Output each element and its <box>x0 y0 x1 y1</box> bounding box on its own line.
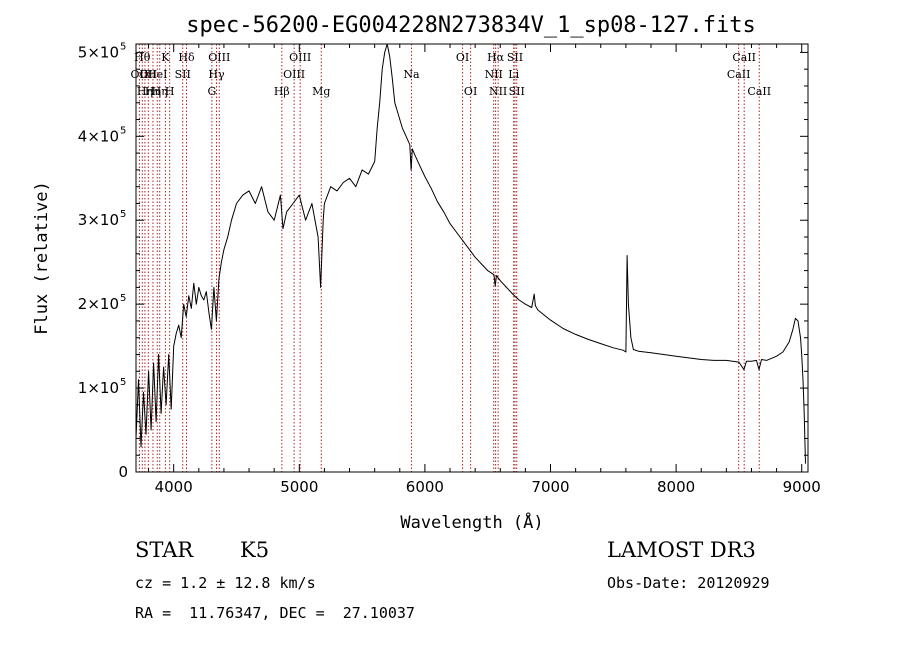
y-tick-exponent: 5 <box>120 125 126 136</box>
radec-text: RA = 11.76347, DEC = 27.10037 <box>135 604 415 622</box>
line-label: OIII <box>208 51 230 64</box>
line-label: OIII <box>289 51 311 64</box>
line-label: Li <box>508 68 519 81</box>
line-label: NII <box>485 68 503 81</box>
y-tick-exponent: 5 <box>120 209 126 220</box>
x-tick-label: 8000 <box>657 478 695 496</box>
x-tick-label: 9000 <box>783 478 821 496</box>
x-tick-label: 5000 <box>280 478 318 496</box>
obs-date: Obs-Date: 20120929 <box>607 574 770 592</box>
line-label: Hδ <box>178 51 195 64</box>
line-label: SII <box>509 85 525 98</box>
plot-frame <box>135 43 809 473</box>
y-tick-exponent: 5 <box>120 377 126 388</box>
x-tick-label: 6000 <box>406 478 444 496</box>
line-label: SII <box>175 68 191 81</box>
line-label: Hη <box>137 85 153 98</box>
y-tick-label: 1×10 <box>78 379 119 397</box>
y-tick-label: 0 <box>118 463 128 481</box>
line-label: Hη <box>152 85 168 98</box>
spectrum-line <box>135 43 806 464</box>
line-label: Hα <box>487 51 505 64</box>
y-tick-label: 3×10 <box>78 211 119 229</box>
line-label: OI <box>456 51 469 64</box>
survey-name: LAMOST DR3 <box>607 538 756 562</box>
line-label: OII <box>131 68 149 81</box>
x-tick-label: 4000 <box>155 478 193 496</box>
y-tick-label: 2×10 <box>78 295 119 313</box>
x-axis-label: Wavelength (Å) <box>400 511 543 533</box>
line-label: Hβ <box>274 85 290 98</box>
line-label: HeI <box>147 68 167 81</box>
line-label: OIII <box>283 68 305 81</box>
line-label: Hθ <box>134 51 151 64</box>
object-subclass: K5 <box>240 538 270 562</box>
line-label: CaII <box>727 68 751 81</box>
line-labels: OIIHθHηOIIHηHeIHηKHSIIHδGHγOIIIHβOIIIOII… <box>131 51 772 98</box>
line-label: OII <box>139 68 157 81</box>
line-label: NII <box>489 85 507 98</box>
chart-title: spec-56200-EG004228N273834V_1_sp08-127.f… <box>186 13 756 38</box>
line-label: H <box>165 85 175 98</box>
object-class: STAR <box>135 538 194 562</box>
line-label: Mg <box>312 85 330 98</box>
line-label: K <box>161 51 170 64</box>
line-label: Hγ <box>208 68 225 81</box>
line-label: CaII <box>747 85 771 98</box>
y-tick-label: 5×10 <box>78 43 119 61</box>
line-markers <box>138 44 760 472</box>
y-tick-exponent: 5 <box>120 293 126 304</box>
y-tick-label: 4×10 <box>78 127 119 145</box>
line-label: CaII <box>732 51 756 64</box>
y-tick-exponent: 5 <box>120 41 126 52</box>
line-label: SII <box>507 51 523 64</box>
line-label: Hη <box>145 85 161 98</box>
x-tick-label: 7000 <box>531 478 569 496</box>
spectrum-layer <box>135 43 806 464</box>
line-label: Na <box>403 68 420 81</box>
redshift-text: cz = 1.2 ± 12.8 km/s <box>135 574 316 592</box>
line-label: G <box>207 85 216 98</box>
y-axis-label: Flux (relative) <box>32 181 52 335</box>
line-label: OI <box>464 85 477 98</box>
